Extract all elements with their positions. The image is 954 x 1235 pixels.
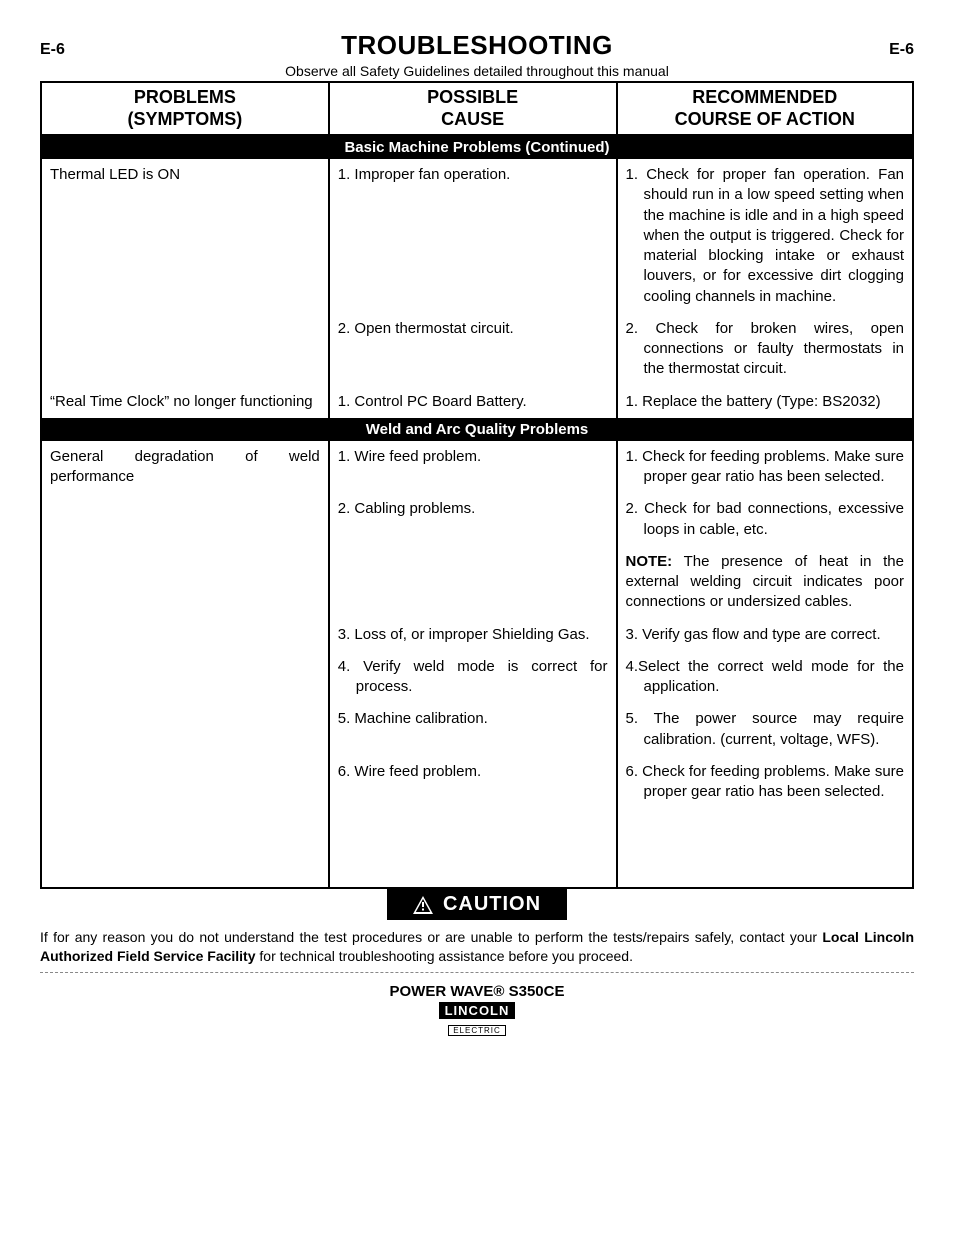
page-footer: POWER WAVE® S350CE LINCOLN ELECTRIC xyxy=(40,983,914,1038)
page-title: TROUBLESHOOTING xyxy=(341,30,613,61)
dashed-divider xyxy=(40,972,914,973)
col-header-cause: POSSIBLE CAUSE xyxy=(329,82,617,135)
troubleshooting-table: PROBLEMS (SYMPTOMS) POSSIBLE CAUSE RECOM… xyxy=(40,81,914,889)
action-cell: 2. Check for broken wires, open connecti… xyxy=(617,313,914,386)
table-header-row: PROBLEMS (SYMPTOMS) POSSIBLE CAUSE RECOM… xyxy=(41,82,913,135)
problem-cell: “Real Time Clock” no longer functioning xyxy=(41,386,329,418)
action-cell: 3. Verify gas flow and type are correct. xyxy=(617,619,914,651)
cause-cell: 5. Machine calibration. xyxy=(329,703,617,756)
problem-cell: General degradation of weld performance xyxy=(41,441,329,889)
page-header: E-6 TROUBLESHOOTING E-6 xyxy=(40,30,914,61)
caution-label: CAUTION xyxy=(443,893,541,916)
action-cell: 2. Check for bad connections, excessive … xyxy=(617,493,914,546)
cause-cell: 3. Loss of, or improper Shielding Gas. xyxy=(329,619,617,651)
action-cell: 1. Replace the battery (Type: BS2032) xyxy=(617,386,914,418)
table-row: Thermal LED is ON 1. Improper fan operat… xyxy=(41,159,913,313)
cause-cell: 1. Improper fan operation. xyxy=(329,159,617,313)
action-cell: 1. Check for proper fan operation. Fan s… xyxy=(617,159,914,313)
action-cell-empty xyxy=(617,808,914,888)
logo-bottom: ELECTRIC xyxy=(448,1025,506,1036)
table-row: General degradation of weld performance … xyxy=(41,441,913,494)
page-code-right: E-6 xyxy=(889,41,914,59)
action-cell: 4.Select the correct weld mode for the a… xyxy=(617,651,914,704)
cause-cell: 1. Control PC Board Battery. xyxy=(329,386,617,418)
caution-bar: CAUTION xyxy=(40,889,914,920)
action-cell: 1. Check for feeding problems. Make sure… xyxy=(617,441,914,494)
product-name: POWER WAVE® S350CE xyxy=(40,983,914,1000)
page-code-left: E-6 xyxy=(40,41,65,59)
table-row: “Real Time Clock” no longer functioning … xyxy=(41,386,913,418)
cause-cell: 2. Cabling problems. xyxy=(329,493,617,618)
caution-box: CAUTION xyxy=(387,889,567,920)
action-note-cell: NOTE: The presence of heat in the extern… xyxy=(617,546,914,619)
action-cell: 5. The power source may require calibrat… xyxy=(617,703,914,756)
lincoln-logo: LINCOLN ELECTRIC xyxy=(439,1002,516,1038)
cause-cell-empty xyxy=(329,808,617,888)
action-cell: 6. Check for feeding problems. Make sure… xyxy=(617,756,914,809)
warning-triangle-icon xyxy=(413,896,433,914)
cause-cell: 2. Open thermostat circuit. xyxy=(329,313,617,386)
safety-note: Observe all Safety Guidelines detailed t… xyxy=(40,63,914,79)
col-header-problems: PROBLEMS (SYMPTOMS) xyxy=(41,82,329,135)
cause-cell: 1. Wire feed problem. xyxy=(329,441,617,494)
section-header-weld: Weld and Arc Quality Problems xyxy=(41,418,913,441)
cause-cell: 6. Wire feed problem. xyxy=(329,756,617,809)
col-header-action: RECOMMENDED COURSE OF ACTION xyxy=(617,82,914,135)
problem-cell: Thermal LED is ON xyxy=(41,159,329,386)
caution-text: If for any reason you do not understand … xyxy=(40,928,914,966)
section-header-basic: Basic Machine Problems (Continued) xyxy=(41,135,913,159)
cause-cell: 4. Verify weld mode is correct for proce… xyxy=(329,651,617,704)
logo-top: LINCOLN xyxy=(439,1002,516,1019)
